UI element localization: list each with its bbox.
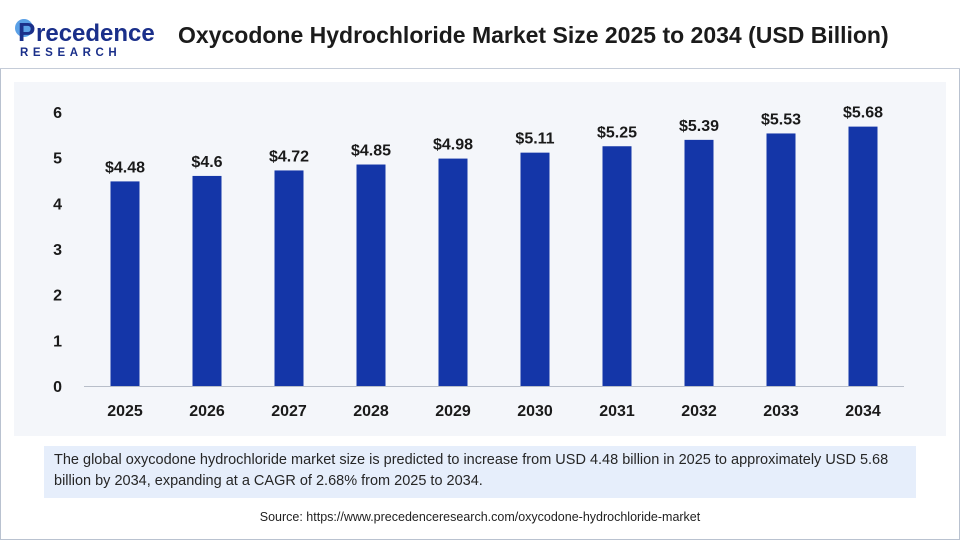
x-tick-label: 2028 (353, 403, 389, 420)
chart-area: 0 1 2 3 4 5 6 $4.48 2025 $4.6 2026 $4.72 2027 $4.85 20… (14, 82, 946, 436)
x-tick-label: 2033 (763, 403, 799, 420)
y-tick-label: 6 (53, 105, 62, 122)
bar-value-label: $5.39 (679, 118, 719, 135)
bar (602, 146, 632, 386)
bar-value-label: $4.85 (351, 143, 391, 160)
bar (110, 181, 140, 386)
x-tick-label: 2025 (107, 403, 143, 420)
bar-value-label: $4.6 (191, 154, 222, 171)
bar (848, 126, 878, 386)
bar (438, 158, 468, 386)
source-citation: Source: https://www.precedenceresearch.c… (259, 510, 701, 524)
x-tick-label: 2032 (681, 403, 717, 420)
y-tick-label: 2 (53, 288, 62, 305)
summary-box: The global oxycodone hydrochloride marke… (44, 446, 916, 498)
bar-value-label: $5.68 (843, 105, 883, 122)
bar-value-label: $4.98 (433, 137, 473, 154)
brand-logo: P recedence RESEARCH (15, 17, 155, 58)
x-tick-label: 2026 (189, 403, 225, 420)
y-tick-label: 5 (53, 151, 62, 168)
bar (274, 170, 304, 386)
y-tick-label: 1 (53, 333, 62, 350)
x-tick-label: 2031 (599, 403, 635, 420)
page-title: Oxycodone Hydrochloride Market Size 2025… (178, 22, 889, 48)
x-tick-label: 2034 (845, 403, 881, 420)
logo-circle-icon (15, 19, 33, 37)
bar-value-label: $4.48 (105, 159, 145, 176)
bar-value-label: $5.11 (515, 131, 554, 148)
bar-value-label: $4.72 (269, 148, 309, 165)
bar-value-label: $5.25 (597, 124, 637, 141)
logo-subtitle: RESEARCH (20, 47, 121, 58)
bar (520, 152, 550, 386)
x-tick-label: 2029 (435, 403, 471, 420)
bar-chart: 0 1 2 3 4 5 6 $4.48 2025 $4.6 2026 $4.72 2027 $4.85 20… (53, 105, 904, 420)
bar (766, 133, 796, 386)
logo-wordmark: recedence (36, 20, 155, 47)
bar (192, 175, 222, 386)
y-tick-label: 4 (53, 196, 62, 213)
y-tick-label: 3 (53, 242, 62, 259)
x-tick-label: 2030 (517, 403, 553, 420)
bar-value-label: $5.53 (761, 111, 801, 128)
bar (356, 164, 386, 386)
bar (684, 139, 714, 386)
x-tick-label: 2027 (271, 403, 307, 420)
y-tick-label: 0 (53, 379, 62, 396)
logo-initial: P (18, 17, 35, 47)
header: P recedence RESEARCH Oxycodone Hydrochlo… (0, 0, 960, 69)
